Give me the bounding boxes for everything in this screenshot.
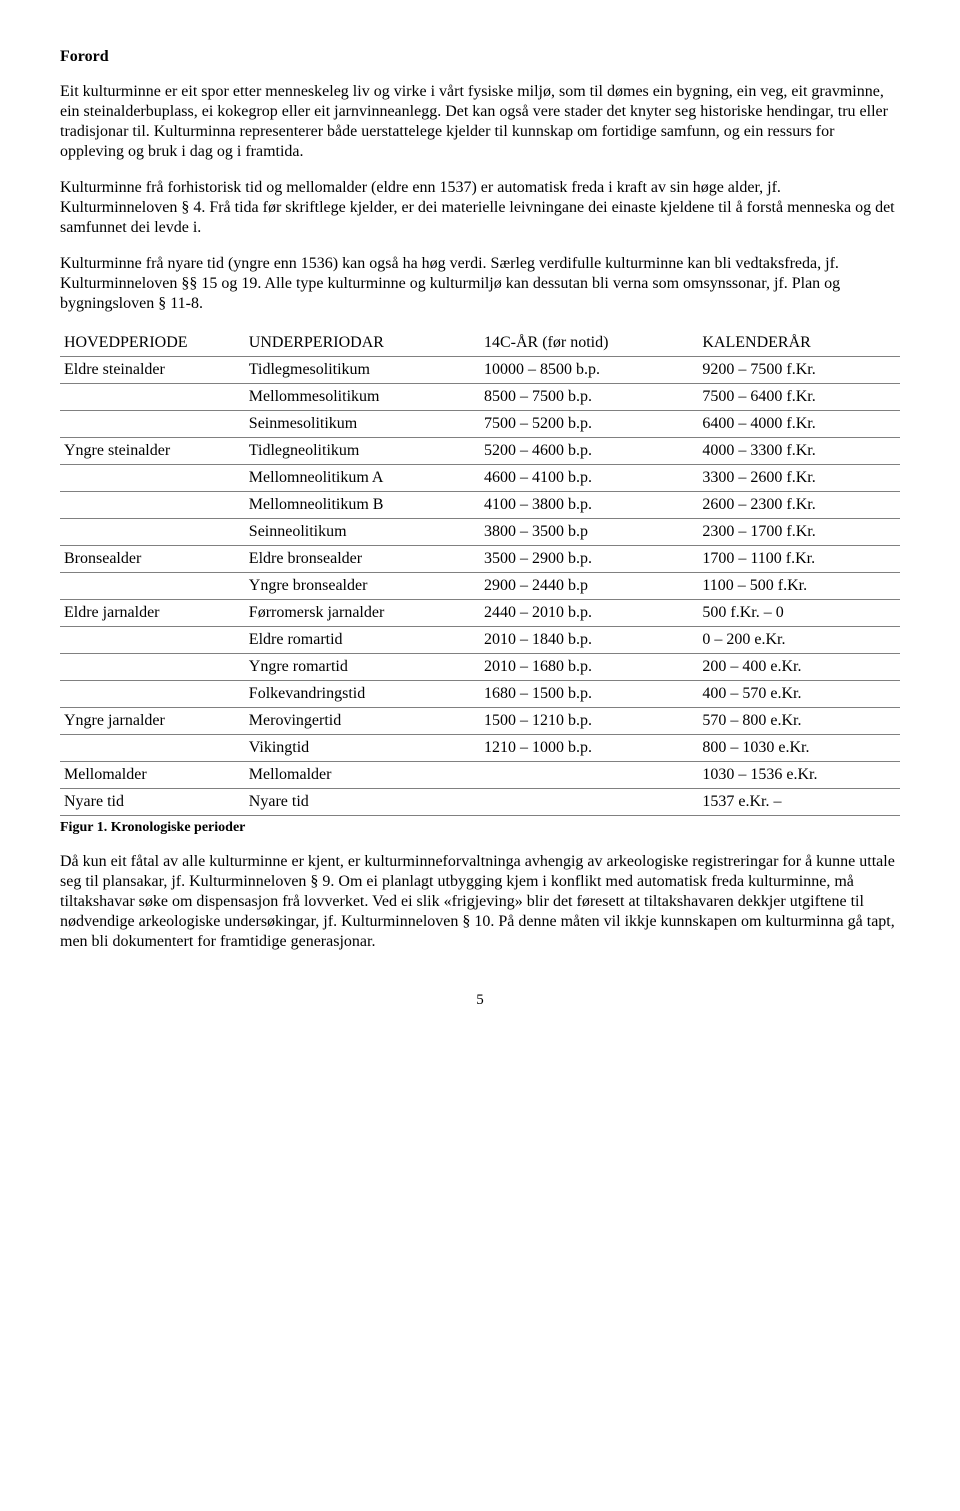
table-row: Seinneolitikum3800 – 3500 b.p2300 – 1700…	[60, 519, 900, 546]
table-header-row: HOVEDPERIODE UNDERPERIODAR 14C-ÅR (før n…	[60, 330, 900, 357]
table-cell: Mellomalder	[245, 762, 480, 789]
table-cell: 1210 – 1000 b.p.	[480, 735, 698, 762]
table-cell	[60, 492, 245, 519]
table-cell	[60, 519, 245, 546]
table-cell: 2900 – 2440 b.p	[480, 573, 698, 600]
table-cell: 3500 – 2900 b.p.	[480, 546, 698, 573]
table-cell: Eldre bronsealder	[245, 546, 480, 573]
table-cell	[60, 411, 245, 438]
paragraph-2: Kulturminne frå forhistorisk tid og mell…	[60, 178, 900, 238]
table-cell	[60, 465, 245, 492]
table-cell: 200 – 400 e.Kr.	[698, 654, 900, 681]
table-cell: 4000 – 3300 f.Kr.	[698, 438, 900, 465]
table-cell: Merovingertid	[245, 708, 480, 735]
table-cell: 1700 – 1100 f.Kr.	[698, 546, 900, 573]
table-cell: Eldre jarnalder	[60, 600, 245, 627]
table-cell: Yngre steinalder	[60, 438, 245, 465]
table-cell: Yngre romartid	[245, 654, 480, 681]
table-cell: 4100 – 3800 b.p.	[480, 492, 698, 519]
table-row: Yngre bronsealder2900 – 2440 b.p1100 – 5…	[60, 573, 900, 600]
table-row: Eldre jarnalderFørromersk jarnalder2440 …	[60, 600, 900, 627]
table-cell: 1500 – 1210 b.p.	[480, 708, 698, 735]
table-cell: Tidlegmesolitikum	[245, 357, 480, 384]
table-row: Folkevandringstid1680 – 1500 b.p.400 – 5…	[60, 681, 900, 708]
table-cell: 2600 – 2300 f.Kr.	[698, 492, 900, 519]
page-number: 5	[60, 992, 900, 1009]
table-cell: 3300 – 2600 f.Kr.	[698, 465, 900, 492]
table-cell: Mellomneolitikum B	[245, 492, 480, 519]
table-cell: Mellomalder	[60, 762, 245, 789]
table-cell: 6400 – 4000 f.Kr.	[698, 411, 900, 438]
table-cell: Nyare tid	[60, 789, 245, 816]
table-cell: 1030 – 1536 e.Kr.	[698, 762, 900, 789]
table-cell: 1680 – 1500 b.p.	[480, 681, 698, 708]
closing-paragraph: Då kun eit fåtal av alle kulturminne er …	[60, 852, 900, 952]
table-cell: Yngre bronsealder	[245, 573, 480, 600]
table-cell: Yngre jarnalder	[60, 708, 245, 735]
table-cell: 10000 – 8500 b.p.	[480, 357, 698, 384]
table-cell	[60, 627, 245, 654]
table-row: Mellomneolitikum A4600 – 4100 b.p.3300 –…	[60, 465, 900, 492]
table-cell: 2010 – 1840 b.p.	[480, 627, 698, 654]
table-row: Eldre steinalderTidlegmesolitikum10000 –…	[60, 357, 900, 384]
table-row: BronsealderEldre bronsealder3500 – 2900 …	[60, 546, 900, 573]
page-title: Forord	[60, 48, 900, 66]
table-cell: Tidlegneolitikum	[245, 438, 480, 465]
table-cell: 0 – 200 e.Kr.	[698, 627, 900, 654]
table-cell: Seinneolitikum	[245, 519, 480, 546]
table-cell: 7500 – 6400 f.Kr.	[698, 384, 900, 411]
table-cell: Bronsealder	[60, 546, 245, 573]
table-cell	[60, 573, 245, 600]
table-row: Seinmesolitikum7500 – 5200 b.p.6400 – 40…	[60, 411, 900, 438]
table-cell: Førromersk jarnalder	[245, 600, 480, 627]
table-cell	[60, 384, 245, 411]
table-row: Yngre steinalderTidlegneolitikum5200 – 4…	[60, 438, 900, 465]
table-cell: 7500 – 5200 b.p.	[480, 411, 698, 438]
table-cell	[60, 735, 245, 762]
table-row: Yngre romartid2010 – 1680 b.p.200 – 400 …	[60, 654, 900, 681]
table-cell: 1100 – 500 f.Kr.	[698, 573, 900, 600]
table-cell: 4600 – 4100 b.p.	[480, 465, 698, 492]
table-cell: Vikingtid	[245, 735, 480, 762]
col-header-4: KALENDERÅR	[698, 330, 900, 357]
table-cell: 1537 e.Kr. –	[698, 789, 900, 816]
table-cell: Eldre steinalder	[60, 357, 245, 384]
table-cell: 3800 – 3500 b.p	[480, 519, 698, 546]
table-cell: 9200 – 7500 f.Kr.	[698, 357, 900, 384]
table-cell: Eldre romartid	[245, 627, 480, 654]
table-row: Eldre romartid2010 – 1840 b.p.0 – 200 e.…	[60, 627, 900, 654]
table-cell: Mellommesolitikum	[245, 384, 480, 411]
table-row: MellomalderMellomalder 1030 – 1536 e.Kr.	[60, 762, 900, 789]
paragraph-1: Eit kulturminne er eit spor etter mennes…	[60, 82, 900, 162]
table-cell	[60, 654, 245, 681]
periods-table: HOVEDPERIODE UNDERPERIODAR 14C-ÅR (før n…	[60, 330, 900, 816]
table-cell: Mellomneolitikum A	[245, 465, 480, 492]
table-cell: 800 – 1030 e.Kr.	[698, 735, 900, 762]
col-header-2: UNDERPERIODAR	[245, 330, 480, 357]
table-row: Nyare tidNyare tid 1537 e.Kr. –	[60, 789, 900, 816]
table-row: Yngre jarnalderMerovingertid1500 – 1210 …	[60, 708, 900, 735]
table-cell	[480, 762, 698, 789]
paragraph-3: Kulturminne frå nyare tid (yngre enn 153…	[60, 254, 900, 314]
table-cell: Folkevandringstid	[245, 681, 480, 708]
table-row: Mellommesolitikum8500 – 7500 b.p.7500 – …	[60, 384, 900, 411]
table-cell: 2440 – 2010 b.p.	[480, 600, 698, 627]
table-cell: 5200 – 4600 b.p.	[480, 438, 698, 465]
table-row: Vikingtid1210 – 1000 b.p.800 – 1030 e.Kr…	[60, 735, 900, 762]
table-cell: 2010 – 1680 b.p.	[480, 654, 698, 681]
table-cell: 2300 – 1700 f.Kr.	[698, 519, 900, 546]
col-header-1: HOVEDPERIODE	[60, 330, 245, 357]
table-cell: Seinmesolitikum	[245, 411, 480, 438]
table-caption: Figur 1. Kronologiske perioder	[60, 820, 900, 836]
table-cell	[480, 789, 698, 816]
table-cell: Nyare tid	[245, 789, 480, 816]
col-header-3: 14C-ÅR (før notid)	[480, 330, 698, 357]
table-cell	[60, 681, 245, 708]
table-cell: 400 – 570 e.Kr.	[698, 681, 900, 708]
table-cell: 8500 – 7500 b.p.	[480, 384, 698, 411]
table-cell: 500 f.Kr. – 0	[698, 600, 900, 627]
table-row: Mellomneolitikum B4100 – 3800 b.p.2600 –…	[60, 492, 900, 519]
table-cell: 570 – 800 e.Kr.	[698, 708, 900, 735]
